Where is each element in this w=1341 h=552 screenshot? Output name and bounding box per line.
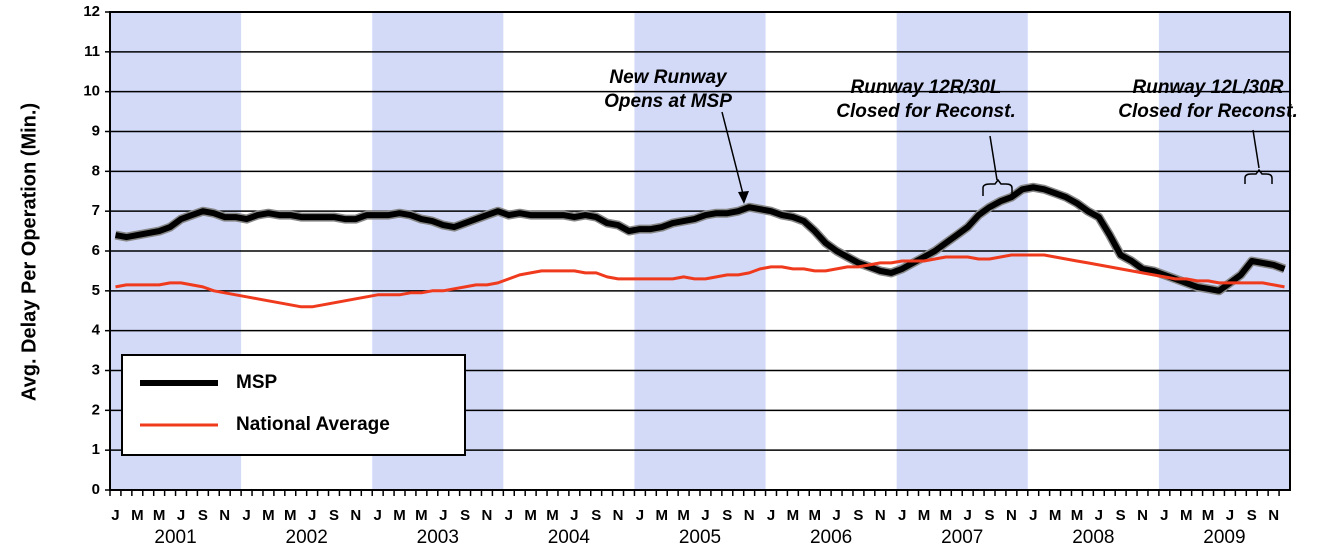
x-tick-label: M — [918, 507, 931, 524]
x-tick-label: S — [1116, 507, 1126, 524]
x-tick-label: M — [131, 507, 144, 524]
x-tick-label: J — [570, 507, 578, 524]
x-tick-label: J — [374, 507, 382, 524]
y-tick-label: 4 — [92, 322, 101, 339]
annotation-pointer — [989, 135, 998, 181]
legend: MSP National Average — [121, 354, 466, 456]
annotation-bracket — [982, 178, 1013, 196]
x-tick-label: M — [1180, 507, 1193, 524]
annotation: Closed for Reconst. — [1118, 101, 1297, 122]
x-tick-label: S — [198, 507, 208, 524]
x-tick-label: M — [1202, 507, 1215, 524]
annotation-pointer — [1252, 129, 1260, 169]
x-tick-label: M — [940, 507, 953, 524]
x-tick-label: M — [415, 507, 428, 524]
x-tick-label: N — [613, 507, 624, 524]
y-tick-label: 8 — [92, 162, 100, 179]
x-tick-label: J — [701, 507, 709, 524]
x-tick-label: N — [219, 507, 230, 524]
x-tick-label: M — [808, 507, 821, 524]
x-tick-label: S — [329, 507, 339, 524]
x-tick-label: N — [482, 507, 493, 524]
x-tick-label: N — [350, 507, 361, 524]
legend-box — [121, 354, 466, 456]
x-tick-label: J — [1095, 507, 1103, 524]
x-tick-label: J — [964, 507, 972, 524]
year-label: 2005 — [679, 527, 721, 548]
grid — [105, 11, 1291, 496]
x-tick-label: N — [744, 507, 755, 524]
series-line — [114, 184, 1286, 294]
x-tick-label: N — [1137, 507, 1148, 524]
annotation: Closed for Reconst. — [836, 101, 1015, 122]
x-tick-label: M — [262, 507, 275, 524]
year-label: 2003 — [417, 527, 459, 548]
x-tick-label: N — [1006, 507, 1017, 524]
y-tick-label: 7 — [92, 202, 100, 219]
legend-label: MSP — [236, 372, 278, 393]
x-tick-label: M — [656, 507, 669, 524]
x-tick-label: J — [832, 507, 840, 524]
x-tick-label: M — [284, 507, 297, 524]
y-tick-label: 6 — [92, 242, 100, 259]
y-tick-label: 0 — [92, 481, 100, 498]
x-tick-label: M — [1049, 507, 1062, 524]
year-label: 2006 — [810, 527, 852, 548]
year-label: 2009 — [1203, 527, 1245, 548]
x-tick-label: M — [1071, 507, 1084, 524]
x-tick-label: J — [1029, 507, 1037, 524]
annotation: New Runway — [609, 67, 728, 88]
plot-lines — [114, 182, 1287, 309]
y-tick-label: 3 — [92, 361, 100, 378]
x-tick-label: J — [898, 507, 906, 524]
y-tick-label: 2 — [92, 401, 100, 418]
year-label: 2001 — [154, 527, 196, 548]
x-tick-label: M — [677, 507, 690, 524]
x-tick-label: J — [1226, 507, 1234, 524]
x-tick-label: J — [439, 507, 447, 524]
annotation: Opens at MSP — [604, 91, 732, 112]
y-tick-label: 12 — [83, 3, 100, 20]
x-tick-label: S — [460, 507, 470, 524]
x-tick-label: J — [177, 507, 185, 524]
x-tick-label: S — [985, 507, 995, 524]
x-tick-label: S — [853, 507, 863, 524]
year-label: 2007 — [941, 527, 983, 548]
y-tick-label: 5 — [92, 282, 100, 299]
x-tick-label: M — [546, 507, 559, 524]
x-tick-label: S — [1247, 507, 1257, 524]
year-label: 2004 — [548, 527, 591, 548]
x-tick-label: N — [1268, 507, 1279, 524]
x-tick-label: J — [767, 507, 775, 524]
x-tick-label: J — [505, 507, 513, 524]
x-tick-label: M — [787, 507, 800, 524]
x-tick-label: J — [1160, 507, 1168, 524]
x-tick-label: M — [524, 507, 537, 524]
x-tick-label: N — [875, 507, 886, 524]
year-label: 2008 — [1072, 527, 1114, 548]
x-tick-label: S — [722, 507, 732, 524]
x-tick-label: J — [111, 507, 119, 524]
x-tick-label: M — [393, 507, 406, 524]
x-tick-label: J — [308, 507, 316, 524]
y-tick-label: 10 — [83, 83, 100, 100]
x-tick-label: J — [636, 507, 644, 524]
annotation: Runway 12L/30R — [1133, 77, 1284, 98]
annotation-arrow — [721, 111, 745, 199]
year-label: 2002 — [286, 527, 328, 548]
series-line — [115, 253, 1285, 309]
y-tick-label: 9 — [92, 122, 100, 139]
annotation-bracket — [1244, 168, 1273, 184]
arrow-head — [738, 191, 749, 204]
x-tick-label: J — [242, 507, 250, 524]
y-tick-label: 11 — [84, 43, 100, 60]
x-tick-label: S — [591, 507, 601, 524]
legend-label: National Average — [236, 414, 390, 435]
y-axis-label: Avg. Delay Per Operation (Min.) — [18, 103, 40, 401]
x-tick-label: M — [153, 507, 166, 524]
y-tick-label: 1 — [92, 441, 100, 458]
annotation: Runway 12R/30L — [851, 77, 1002, 98]
